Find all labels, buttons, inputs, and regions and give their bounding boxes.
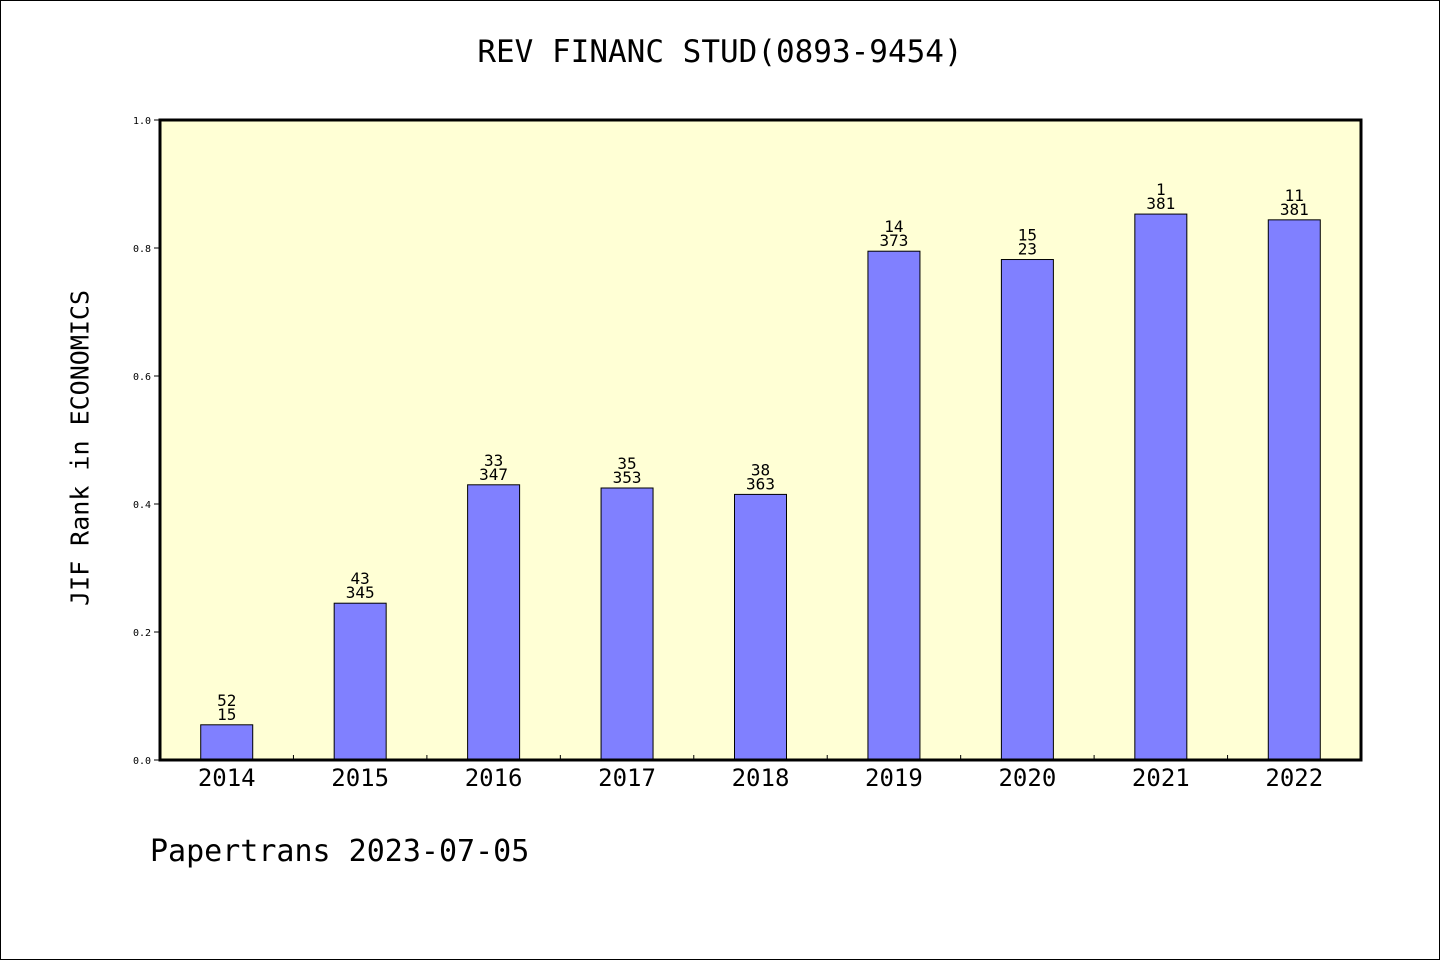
bar-2017 — [600, 487, 654, 761]
data-label-total: 381 — [1146, 194, 1175, 213]
x-axis-ticks: 2014 2015 2016 2017 2018 2019 2020 2021 2022 — [198, 755, 1323, 792]
bar-2015 — [333, 602, 387, 761]
bar-2014 — [200, 724, 254, 761]
data-label-rank: 15 — [1018, 226, 1037, 245]
data-label-rank: 52 — [217, 691, 236, 710]
data-label-total: 381 — [1280, 200, 1309, 219]
bar-2021 — [1134, 213, 1188, 761]
data-label-rank: 1 — [1156, 180, 1166, 199]
data-label-rank: 35 — [617, 454, 636, 473]
x-tick-label: 2017 — [598, 764, 656, 792]
x-tick-label: 2015 — [331, 764, 389, 792]
y-tick-label: 0.6 — [133, 372, 151, 383]
data-label-rank: 43 — [351, 569, 370, 588]
x-tick-label: 2016 — [465, 764, 523, 792]
data-label-total: 373 — [879, 231, 908, 250]
data-label-total: 353 — [613, 468, 642, 487]
footer-credit: Papertrans 2023-07-05 — [150, 834, 530, 869]
bar-2020 — [1000, 259, 1054, 761]
data-label-total: 15 — [217, 705, 236, 724]
y-tick-label: 0.4 — [133, 500, 151, 511]
x-tick-label: 2019 — [865, 764, 923, 792]
bar-2019 — [867, 250, 921, 761]
x-tick-label: 2022 — [1265, 764, 1323, 792]
x-tick-label: 2018 — [732, 764, 790, 792]
data-label-total: 363 — [746, 474, 775, 493]
y-tick-label: 0.2 — [133, 628, 151, 639]
data-label-rank: 33 — [484, 451, 503, 470]
x-tick-label: 2020 — [998, 764, 1056, 792]
y-tick-label: 1.0 — [133, 116, 151, 127]
plot-border — [158, 118, 1363, 762]
bar-2018 — [734, 493, 787, 761]
chart-title: REV FINANC STUD(0893-9454) — [477, 34, 963, 70]
bar-2016 — [467, 484, 521, 761]
x-tick-label: 2021 — [1132, 764, 1190, 792]
data-label-total: 23 — [1018, 240, 1037, 259]
y-tick-label: 0.8 — [133, 244, 151, 255]
bar-2022 — [1267, 219, 1321, 761]
data-label-total: 345 — [346, 583, 375, 602]
data-label-rank: 14 — [884, 217, 903, 236]
y-tick-label: 0.0 — [133, 756, 151, 767]
data-label-rank: 38 — [751, 460, 770, 479]
data-label-rank: 11 — [1285, 186, 1304, 205]
x-tick-label: 2014 — [198, 764, 256, 792]
data-label-total: 347 — [479, 465, 508, 484]
bars — [200, 213, 1321, 761]
y-axis-ticks: 0.0 0.2 0.4 0.6 0.8 1.0 — [133, 116, 160, 767]
